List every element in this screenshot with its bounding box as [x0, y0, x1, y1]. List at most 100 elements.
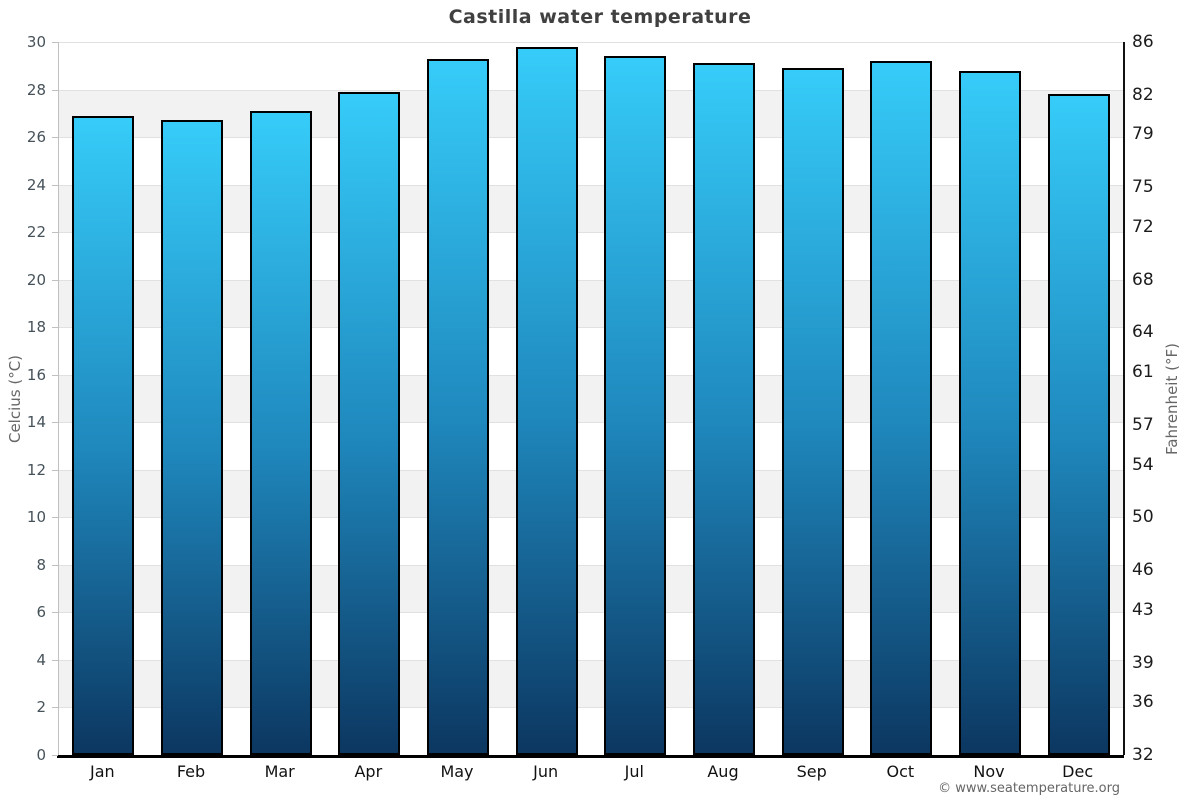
fahrenheit-tick-label: 46: [1132, 560, 1154, 581]
fahrenheit-tick-label: 61: [1132, 362, 1154, 383]
celsius-tick-label: 10: [26, 508, 46, 527]
fahrenheit-tick-label: 75: [1132, 177, 1154, 198]
chart-title: Castilla water temperature: [448, 6, 752, 28]
fahrenheit-tick-label: 36: [1132, 692, 1154, 713]
month-label-jul: Jul: [624, 762, 644, 781]
celsius-axis-title: Celcius (°C): [6, 354, 24, 444]
grid-band: [59, 184, 1123, 233]
month-label-oct: Oct: [886, 762, 915, 781]
celsius-tick-label: 28: [26, 80, 46, 99]
fahrenheit-tick-label: 57: [1132, 414, 1154, 435]
fahrenheit-axis-title: Fahrenheit (°F): [1163, 343, 1181, 455]
copyright-text: © www.seatemperature.org: [938, 781, 1120, 796]
celsius-tick-mark: [52, 422, 58, 424]
fahrenheit-tick-label: 72: [1132, 216, 1154, 237]
gridline: [59, 517, 1123, 519]
grid-band: [59, 564, 1123, 613]
fahrenheit-tick-label: 43: [1132, 599, 1154, 620]
celsius-tick-label: 26: [26, 128, 46, 147]
gridline: [59, 279, 1123, 281]
bar-jan[interactable]: [72, 115, 135, 755]
gridline: [59, 659, 1123, 661]
bar-nov[interactable]: [959, 70, 1021, 755]
fahrenheit-tick-label: 82: [1132, 84, 1154, 105]
bar-jun[interactable]: [515, 46, 578, 755]
gridline: [59, 707, 1123, 709]
fahrenheit-tick-label: 50: [1132, 507, 1154, 528]
celsius-tick-label: 4: [36, 650, 46, 669]
celsius-tick-mark: [52, 755, 58, 756]
month-label-apr: Apr: [354, 762, 383, 781]
celsius-tick-label: 20: [26, 270, 46, 289]
bar-may[interactable]: [427, 58, 489, 755]
celsius-tick-mark: [52, 327, 58, 329]
celsius-tick-mark: [52, 374, 58, 376]
celsius-tick-label: 18: [26, 318, 46, 337]
bar-dec[interactable]: [1047, 94, 1110, 755]
celsius-tick-label: 24: [26, 175, 46, 194]
gridline: [59, 327, 1123, 329]
bar-feb[interactable]: [161, 120, 223, 755]
month-label-jan: Jan: [89, 762, 115, 781]
celsius-tick-mark: [52, 232, 58, 234]
celsius-tick-mark: [52, 89, 58, 91]
bar-sep[interactable]: [781, 68, 844, 755]
gridline: [59, 612, 1123, 614]
celsius-tick-mark: [52, 659, 58, 661]
celsius-tick-mark: [52, 707, 58, 709]
celsius-tick-mark: [52, 469, 58, 471]
month-label-mar: Mar: [264, 762, 295, 781]
bar-oct[interactable]: [870, 61, 933, 755]
month-label-aug: Aug: [707, 762, 739, 781]
grid-band: [59, 279, 1123, 328]
gridline: [59, 469, 1123, 471]
fahrenheit-tick-label: 32: [1132, 745, 1154, 765]
celsius-tick-label: 0: [36, 746, 46, 764]
gridline: [59, 89, 1123, 91]
grid-band: [59, 89, 1123, 138]
celsius-tick-mark: [52, 564, 58, 566]
bar-aug[interactable]: [693, 63, 755, 755]
celsius-tick-label: 14: [26, 413, 46, 432]
fahrenheit-tick-label: 86: [1132, 32, 1154, 52]
celsius-tick-mark: [52, 612, 58, 614]
gridline: [59, 374, 1123, 376]
celsius-tick-mark: [52, 42, 58, 43]
fahrenheit-tick-label: 68: [1132, 269, 1154, 290]
fahrenheit-tick-label: 79: [1132, 124, 1154, 145]
celsius-tick-label: 16: [26, 365, 46, 384]
celsius-tick-label: 30: [26, 33, 46, 51]
plot-area: [58, 42, 1125, 755]
celsius-tick-mark: [52, 517, 58, 519]
celsius-tick-label: 6: [36, 603, 46, 622]
gridline: [59, 184, 1123, 186]
grid-band: [59, 659, 1123, 708]
celsius-tick-label: 22: [26, 223, 46, 242]
fahrenheit-tick-label: 54: [1132, 454, 1154, 475]
month-label-dec: Dec: [1062, 762, 1094, 781]
gridline: [59, 232, 1123, 234]
celsius-tick-mark: [52, 184, 58, 186]
month-label-nov: Nov: [973, 762, 1005, 781]
celsius-tick-mark: [52, 279, 58, 281]
fahrenheit-tick-label: 64: [1132, 322, 1154, 343]
x-axis-line: [57, 755, 1124, 758]
grid-band: [59, 469, 1123, 518]
month-label-feb: Feb: [176, 762, 206, 781]
celsius-tick-label: 2: [36, 698, 46, 717]
celsius-tick-mark: [52, 137, 58, 139]
gridline: [59, 137, 1123, 139]
gridline: [59, 564, 1123, 566]
bar-apr[interactable]: [338, 91, 401, 755]
gridline: [59, 422, 1123, 424]
month-label-jun: Jun: [533, 762, 559, 781]
month-label-may: May: [440, 762, 474, 781]
fahrenheit-tick-label: 39: [1132, 652, 1154, 673]
grid-band: [59, 374, 1123, 423]
bar-jul[interactable]: [604, 56, 667, 755]
month-label-sep: Sep: [796, 762, 827, 781]
bar-mar[interactable]: [249, 110, 312, 755]
gridline: [59, 42, 1123, 43]
celsius-tick-label: 12: [26, 460, 46, 479]
